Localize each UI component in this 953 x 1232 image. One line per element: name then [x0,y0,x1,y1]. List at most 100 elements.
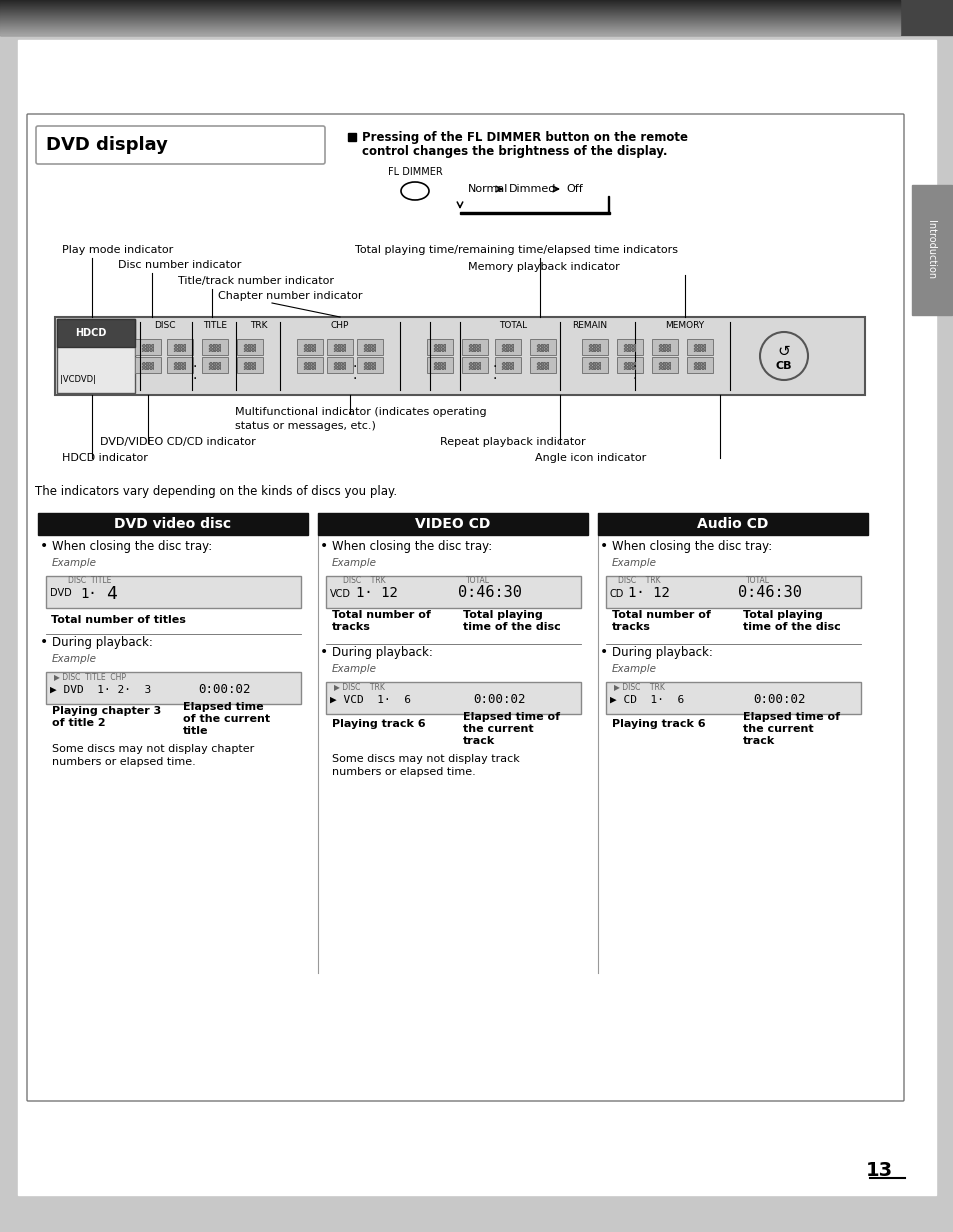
Text: TOTAL: TOTAL [498,322,526,330]
Text: time of the disc: time of the disc [462,622,560,632]
Text: When closing the disc tray:: When closing the disc tray: [612,540,771,553]
Text: ▓▓: ▓▓ [334,342,346,351]
Bar [651,339,678,355]
Text: Elapsed time: Elapsed time [183,702,263,712]
Text: Elapsed time of: Elapsed time of [742,712,840,722]
Bar [356,357,382,373]
Bar [327,357,353,373]
Text: Angle icon indicator: Angle icon indicator [535,453,645,463]
Text: track: track [462,736,495,747]
Text: Total number of: Total number of [612,610,710,620]
Text: ▓▓: ▓▓ [173,342,186,351]
Text: Pressing of the FL DIMMER button on the remote: Pressing of the FL DIMMER button on the … [361,131,687,143]
Bar [495,339,520,355]
Bar [461,357,488,373]
Text: ▓▓: ▓▓ [141,342,154,351]
Text: 13: 13 [865,1161,892,1179]
Bar [327,339,353,355]
Bar [605,577,861,609]
Text: ▓▓: ▓▓ [693,342,706,351]
Text: Example: Example [612,558,657,568]
Text: CB: CB [775,361,791,371]
Ellipse shape [400,182,429,200]
Text: 1· 12: 1· 12 [355,586,397,600]
FancyBboxPatch shape [27,115,903,1101]
Text: Total playing: Total playing [742,610,821,620]
Text: Title/track number indicator: Title/track number indicator [178,276,334,286]
Bar [581,357,607,373]
Text: |VCDVD|: |VCDVD| [60,376,96,384]
Text: CHP: CHP [331,322,349,330]
Text: Introduction: Introduction [925,221,935,280]
Text: ▓▓: ▓▓ [468,342,481,351]
Text: ▶ DVD  1· 2·  3: ▶ DVD 1· 2· 3 [50,685,152,695]
Text: When closing the disc tray:: When closing the disc tray: [332,540,492,553]
Bar [617,357,642,373]
Bar [135,339,161,355]
Text: ▶ CD  1·  6: ▶ CD 1· 6 [609,695,683,705]
Text: Example: Example [52,558,97,568]
Text: the current: the current [462,724,533,734]
Bar [236,357,263,373]
Text: The indicators vary depending on the kinds of discs you play.: The indicators vary depending on the kin… [35,485,396,498]
Bar [296,357,323,373]
Text: ▓▓: ▓▓ [363,361,376,370]
Text: •: • [40,540,49,553]
Text: the current: the current [742,724,813,734]
Text: ▓▓: ▓▓ [588,342,601,351]
Text: ▓▓: ▓▓ [501,361,514,370]
Text: •: • [319,540,328,553]
Text: title: title [183,726,209,736]
Text: DISC  TITLE: DISC TITLE [68,577,112,585]
Text: ▓▓: ▓▓ [501,342,514,351]
Text: ·: · [193,372,197,386]
Text: Dimmed: Dimmed [509,184,556,193]
Text: Example: Example [612,664,657,674]
Text: ▓▓: ▓▓ [303,342,316,351]
Text: ▶ DISC  TITLE  CHP: ▶ DISC TITLE CHP [54,671,126,681]
Bar [326,577,580,609]
Text: ▓▓: ▓▓ [588,361,601,370]
Text: ▶ DISC    TRK: ▶ DISC TRK [614,683,664,691]
Text: 4: 4 [106,585,117,602]
Text: ▓▓: ▓▓ [209,361,221,370]
Text: Playing track 6: Playing track 6 [612,719,705,729]
Text: DVD/VIDEO CD/CD indicator: DVD/VIDEO CD/CD indicator [100,437,255,447]
Text: tracks: tracks [332,622,371,632]
Bar [427,339,453,355]
Text: control changes the brightness of the display.: control changes the brightness of the di… [361,144,667,158]
Text: Repeat playback indicator: Repeat playback indicator [439,437,585,447]
Bar [530,357,556,373]
Text: ▶ DISC    TRK: ▶ DISC TRK [334,683,384,691]
Bar [57,319,135,347]
Text: numbers or elapsed time.: numbers or elapsed time. [52,756,195,768]
Text: DVD video disc: DVD video disc [114,517,232,531]
Bar [167,357,193,373]
Text: Total playing time/remaining time/elapsed time indicators: Total playing time/remaining time/elapse… [355,245,678,255]
Text: 0:46:30: 0:46:30 [738,585,801,600]
Text: ▶ VCD  1·  6: ▶ VCD 1· 6 [330,695,411,705]
Text: Example: Example [332,664,376,674]
Text: ·: · [353,372,356,386]
Text: •: • [319,646,328,659]
Text: TITLE: TITLE [203,322,227,330]
Bar [135,357,161,373]
Text: ▓▓: ▓▓ [433,361,446,370]
Text: tracks: tracks [612,622,650,632]
Text: ▓▓: ▓▓ [243,361,256,370]
Text: Some discs may not display track: Some discs may not display track [332,754,519,764]
Text: 0:46:30: 0:46:30 [457,585,521,600]
Bar [530,339,556,355]
Text: Elapsed time of: Elapsed time of [462,712,559,722]
Text: Play mode indicator: Play mode indicator [62,245,173,255]
Text: Chapter number indicator: Chapter number indicator [218,291,362,301]
Text: During playback:: During playback: [52,636,152,649]
Text: ·: · [493,360,497,375]
Bar [296,339,323,355]
Bar [167,339,193,355]
Text: TOTAL: TOTAL [745,577,769,585]
Text: ▓▓: ▓▓ [693,361,706,370]
Text: ▓▓: ▓▓ [536,342,549,351]
Bar [356,339,382,355]
Text: ·: · [632,372,637,386]
